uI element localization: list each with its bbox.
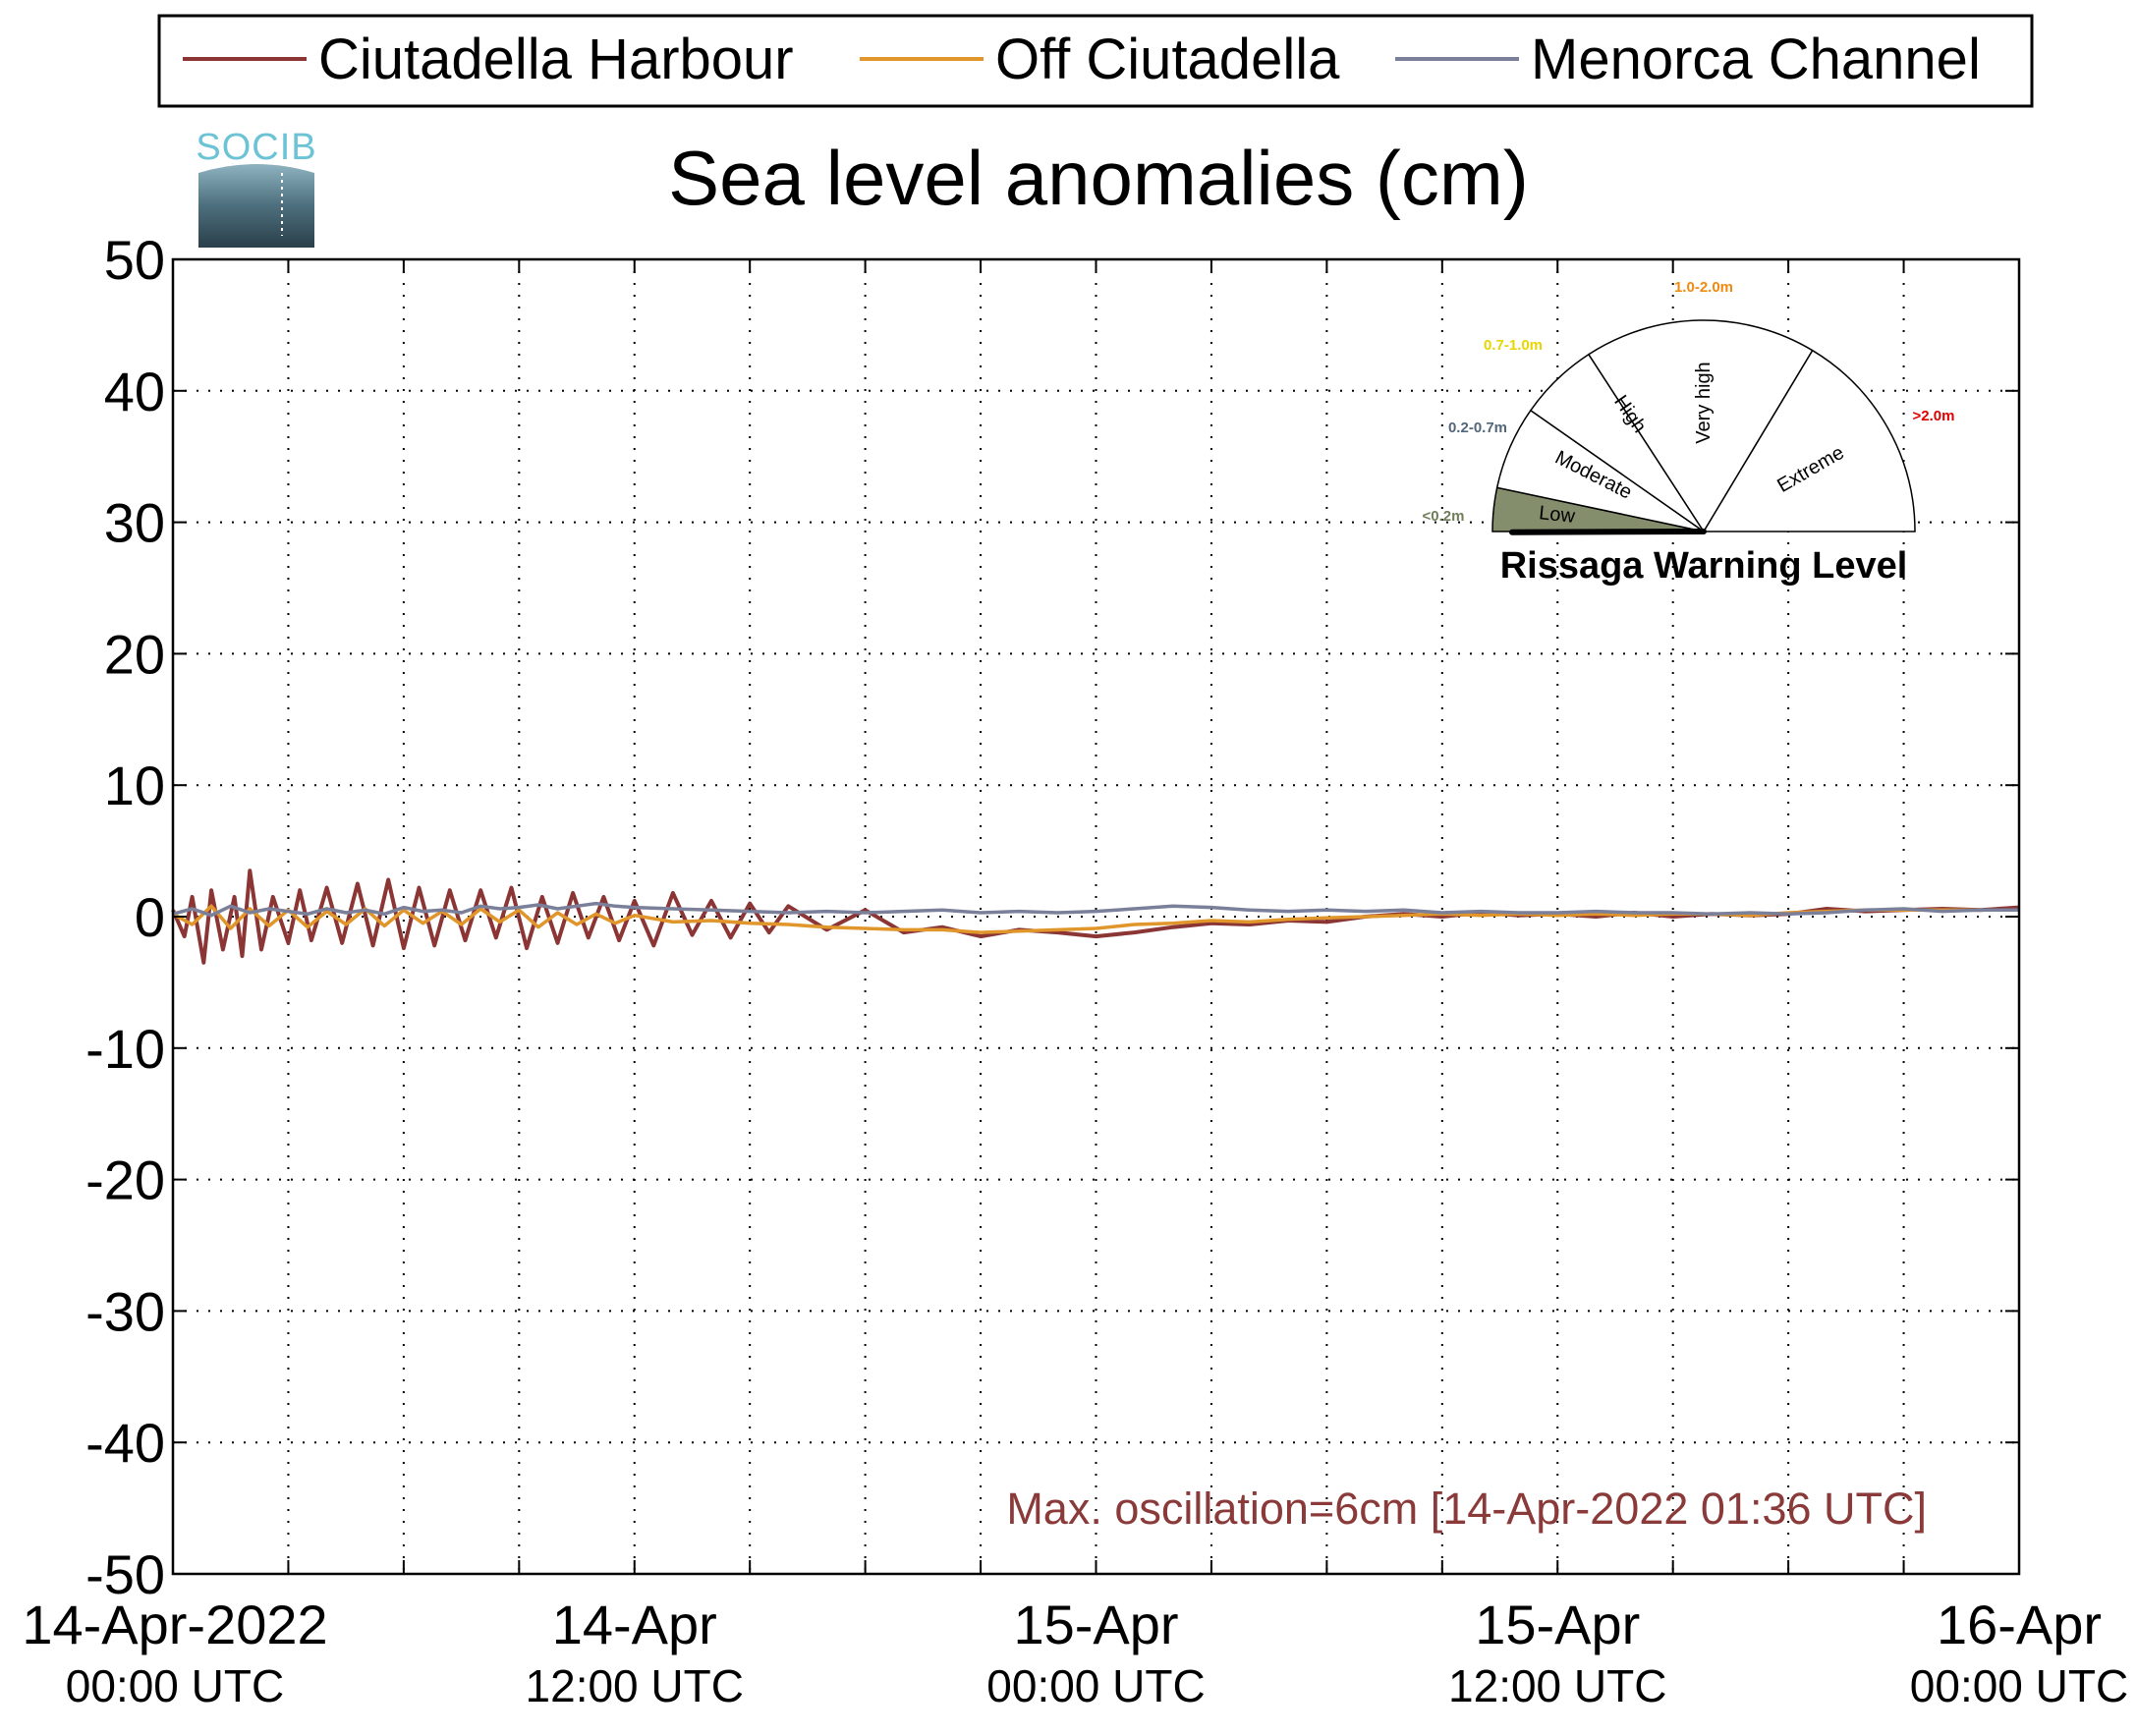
gauge-range-label: 0.7-1.0m — [1484, 337, 1543, 354]
legend-label: Off Ciutadella — [995, 28, 1340, 91]
gauge-sector-very-high — [1587, 319, 1814, 533]
legend-label: Menorca Channel — [1531, 28, 1981, 91]
y-tick-label: -10 — [85, 1018, 165, 1080]
gauge-range-label: 1.0-2.0m — [1674, 279, 1733, 296]
y-axis-tick-labels: 50 40 30 20 10 0 -10 -20 -30 -40 -50 — [85, 229, 165, 1605]
x-tick-label-time: 00:00 UTC — [986, 1660, 1205, 1711]
gauge-range-label: 0.2-0.7m — [1448, 420, 1507, 436]
x-tick-label-time: 00:00 UTC — [66, 1660, 284, 1711]
max-oscillation-annotation: Max. oscillation=6cm [14-Apr-2022 01:36 … — [1006, 1484, 1927, 1534]
legend-frame — [157, 14, 2034, 108]
gauge-range-label: >2.0m — [1913, 408, 1955, 424]
axis-ticks — [173, 258, 2019, 1575]
grid — [173, 259, 2019, 1574]
y-tick-label: 0 — [135, 886, 165, 948]
y-tick-label: 20 — [104, 623, 165, 685]
legend-label: Ciutadella Harbour — [318, 28, 794, 91]
gauge-level-label: Very high — [1693, 362, 1715, 443]
y-tick-label: 10 — [104, 755, 165, 816]
socib-logo-text: SOCIB — [196, 127, 316, 168]
socib-logo: SOCIB — [196, 127, 316, 248]
y-tick-label: -20 — [85, 1149, 165, 1211]
x-tick-label-date: 16-Apr — [1937, 1594, 2102, 1655]
legend-items: Ciutadella Harbour Off Ciutadella Menorca … — [183, 28, 1981, 91]
rissaga-gauge: <0.2m0.2-0.7m0.7-1.0m1.0-2.0m>2.0m LowMo… — [1423, 279, 1955, 587]
x-tick-label-date: 15-Apr — [1013, 1594, 1178, 1655]
legend: Ciutadella Harbour Off Ciutadella Menorca … — [157, 14, 2034, 108]
chart-title: Sea level anomalies (cm) — [668, 135, 1529, 221]
y-tick-label: 30 — [104, 492, 165, 554]
y-tick-label: -40 — [85, 1412, 165, 1474]
y-tick-label: -30 — [85, 1280, 165, 1342]
x-tick-label-time: 12:00 UTC — [1448, 1660, 1666, 1711]
x-tick-label-date: 14-Apr — [552, 1594, 717, 1655]
gauge-range-label: <0.2m — [1423, 508, 1465, 525]
x-tick-label-date: 14-Apr-2022 — [22, 1594, 327, 1655]
series-lines — [171, 868, 2020, 965]
y-tick-label: 40 — [104, 361, 165, 422]
gauge-range-labels: <0.2m 0.2-0.7m 0.7-1.0m 1.0-2.0m >2.0m — [1423, 279, 1955, 525]
gauge-sector-extreme — [1702, 349, 1916, 532]
gauge-sectors — [1491, 319, 1916, 533]
y-tick-label: -50 — [85, 1543, 165, 1605]
y-tick-label: 50 — [104, 229, 165, 291]
series-line-menorca-channel — [172, 901, 2019, 918]
x-tick-label-time: 00:00 UTC — [1910, 1660, 2128, 1711]
gauge-title: Rissaga Warning Level — [1500, 545, 1908, 587]
socib-logo-wave — [198, 164, 314, 248]
x-tick-label-date: 15-Apr — [1475, 1594, 1640, 1655]
gauge-level-label: Low — [1538, 502, 1576, 528]
x-tick-label-time: 12:00 UTC — [526, 1660, 744, 1711]
